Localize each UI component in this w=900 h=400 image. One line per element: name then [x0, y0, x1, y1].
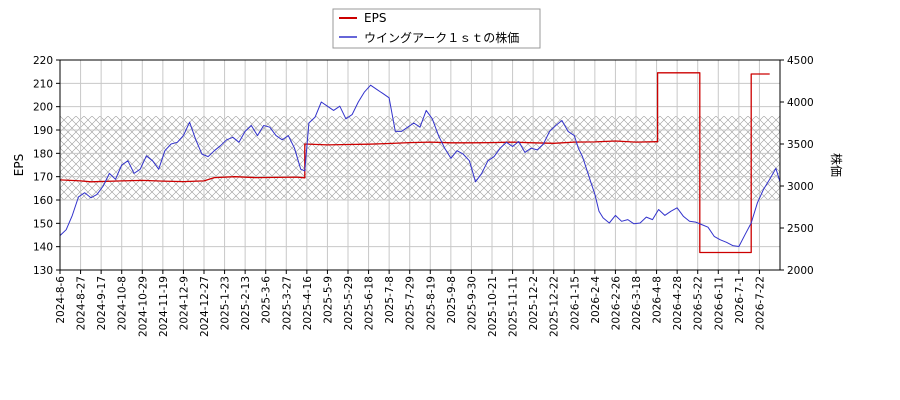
y-left-tick-label-1: 140 — [33, 242, 53, 254]
y-left-tick-label-8: 210 — [33, 78, 53, 90]
x-tick-label-18: 2025-8-19 — [425, 276, 437, 330]
x-tick-label-21: 2025-10-21 — [487, 276, 499, 337]
x-tick-label-29: 2026-4-8 — [652, 276, 664, 324]
y-left-label: EPS — [12, 154, 26, 176]
legend-box — [332, 8, 541, 49]
x-axis: 2024-8-6 2024-8-27 2024-9-17 2024-10-8 2024-… — [55, 270, 766, 337]
x-tick-label-25: 2026-1-15 — [569, 276, 581, 330]
y-left-tick-label-9: 220 — [33, 55, 53, 67]
x-tick-label-12: 2025-4-16 — [302, 276, 314, 331]
x-tick-label-13: 2025-5-9 — [322, 276, 334, 324]
plot-frame — [59, 59, 781, 271]
series-line-1 — [60, 84, 780, 247]
band-area — [60, 116, 780, 200]
x-tick-label-33: 2026-7-1 — [734, 276, 746, 324]
x-tick-label-30: 2026-4-28 — [672, 276, 684, 330]
x-tick-label-7: 2024-12-27 — [199, 276, 211, 337]
x-tick-label-15: 2025-6-18 — [364, 276, 376, 330]
x-tick-label-0: 2024-8-6 — [55, 276, 67, 324]
y-left-axis: 130 140 150 160 170 180 190 200 210 220 — [33, 55, 60, 277]
legend: EPS ウイングアーク１ｓｔの株価 — [332, 8, 541, 49]
y-left-tick-label-4: 170 — [33, 172, 53, 184]
y-left-tick-label-2: 150 — [33, 218, 53, 230]
x-tick-label-19: 2025-9-8 — [446, 276, 458, 324]
legend-label-eps: EPS — [364, 11, 386, 25]
y-right-tick-label-4: 4000 — [787, 97, 814, 109]
y-left-tick-label-3: 160 — [33, 195, 53, 207]
legend-label-stock: ウイングアーク１ｓｔの株価 — [364, 30, 519, 45]
x-tick-label-28: 2026-3-18 — [631, 276, 643, 330]
y-right-tick-label-5: 4500 — [787, 55, 814, 67]
x-tick-label-31: 2026-5-22 — [693, 276, 705, 330]
x-tick-label-27: 2026-2-26 — [610, 276, 622, 331]
x-tick-label-20: 2025-9-30 — [466, 276, 478, 330]
x-tick-label-6: 2024-12-9 — [178, 276, 190, 330]
x-tick-label-10: 2025-3-6 — [261, 276, 273, 324]
x-tick-label-32: 2026-6-11 — [713, 276, 725, 330]
x-tick-label-24: 2025-12-22 — [549, 276, 561, 337]
x-tick-label-34: 2026-7-22 — [754, 276, 766, 330]
x-tick-label-3: 2024-10-8 — [117, 276, 129, 330]
y-right-tick-label-1: 2500 — [787, 223, 814, 235]
x-tick-label-9: 2025-2-13 — [240, 276, 252, 330]
x-tick-label-16: 2025-7-8 — [384, 276, 396, 324]
y-right-tick-label-2: 3000 — [787, 181, 814, 193]
x-tick-label-1: 2024-8-27 — [76, 276, 88, 330]
y-right-tick-label-3: 3500 — [787, 139, 814, 151]
range-band — [60, 116, 780, 200]
y-left-tick-label-6: 190 — [33, 125, 53, 137]
y-left-tick-label-5: 180 — [33, 148, 53, 160]
x-tick-label-8: 2025-1-23 — [220, 276, 232, 330]
series-line-0 — [60, 72, 770, 254]
y-right-axis: 2000 2500 3000 3500 4000 4500 — [780, 55, 814, 277]
y-right-tick-label-0: 2000 — [787, 265, 814, 277]
y-right-label: 株価 — [829, 153, 844, 177]
x-tick-label-26: 2026-2-4 — [590, 276, 602, 324]
x-tick-label-14: 2025-5-29 — [343, 276, 355, 330]
x-tick-label-2: 2024-9-17 — [96, 276, 108, 330]
x-tick-label-22: 2025-11-11 — [508, 276, 520, 337]
x-tick-label-17: 2025-7-29 — [405, 276, 417, 330]
series-layer — [60, 72, 780, 254]
y-left-tick-label-0: 130 — [33, 265, 53, 277]
x-tick-label-11: 2025-3-27 — [281, 276, 293, 330]
x-tick-label-5: 2024-11-19 — [158, 276, 170, 337]
x-tick-label-23: 2025-12-2 — [528, 276, 540, 330]
y-left-tick-label-7: 200 — [33, 102, 53, 114]
x-tick-label-4: 2024-10-29 — [137, 276, 149, 337]
